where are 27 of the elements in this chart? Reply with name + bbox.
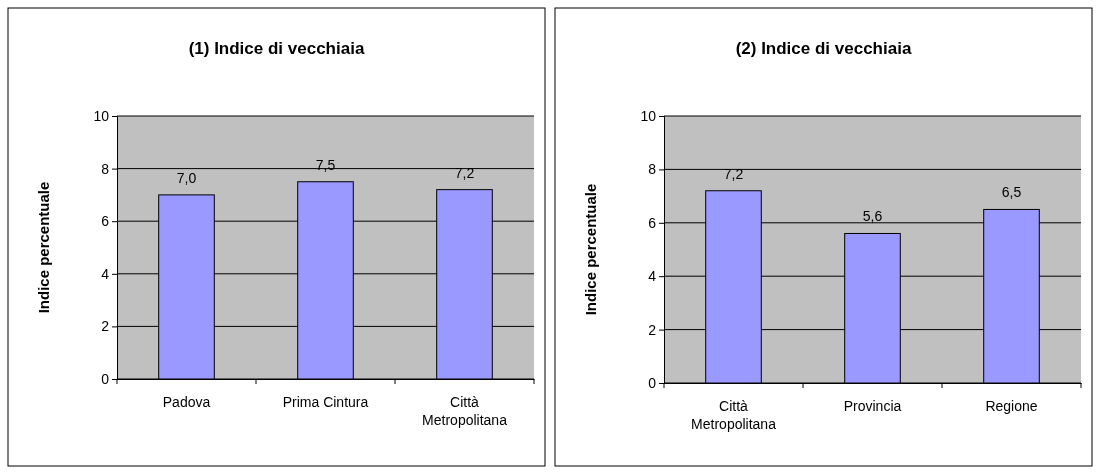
y-tick-label: 6 (648, 214, 657, 231)
x-tick-label: Città Metropolitana (422, 394, 508, 428)
y-axis-title: Indice percentuale (35, 181, 52, 314)
y-axis-title: Indice percentuale (582, 183, 599, 316)
y-tick-label: 4 (648, 268, 657, 285)
x-tick-label: Prima Cintura (282, 394, 369, 410)
data-label: 5,6 (862, 208, 883, 225)
y-tick-label: 4 (101, 265, 110, 282)
y-tick-label: 10 (640, 107, 657, 124)
chart-title: (2) Indice di vecchiaia (735, 39, 912, 58)
data-label: 6,5 (1001, 184, 1022, 201)
y-tick-label: 2 (101, 318, 110, 335)
y-tick-label: 2 (648, 321, 657, 338)
y-tick-label: 6 (101, 213, 110, 230)
chart-title: (1) Indice di vecchiaia (188, 39, 365, 58)
x-tick-label: Regione (985, 398, 1038, 414)
x-tick-label: Città Metropolitana (691, 398, 777, 432)
y-tick-label: 8 (101, 160, 110, 177)
y-tick-label: 10 (93, 107, 110, 124)
y-tick-label: 0 (648, 374, 657, 391)
data-label: 7,0 (176, 169, 197, 186)
data-label: 7,2 (723, 165, 744, 182)
x-tick-label: Padova (162, 394, 211, 410)
y-tick-label: 0 (101, 370, 110, 387)
x-tick-label: Provincia (843, 398, 902, 414)
y-tick-label: 8 (648, 161, 657, 178)
data-label: 7,2 (454, 164, 475, 181)
